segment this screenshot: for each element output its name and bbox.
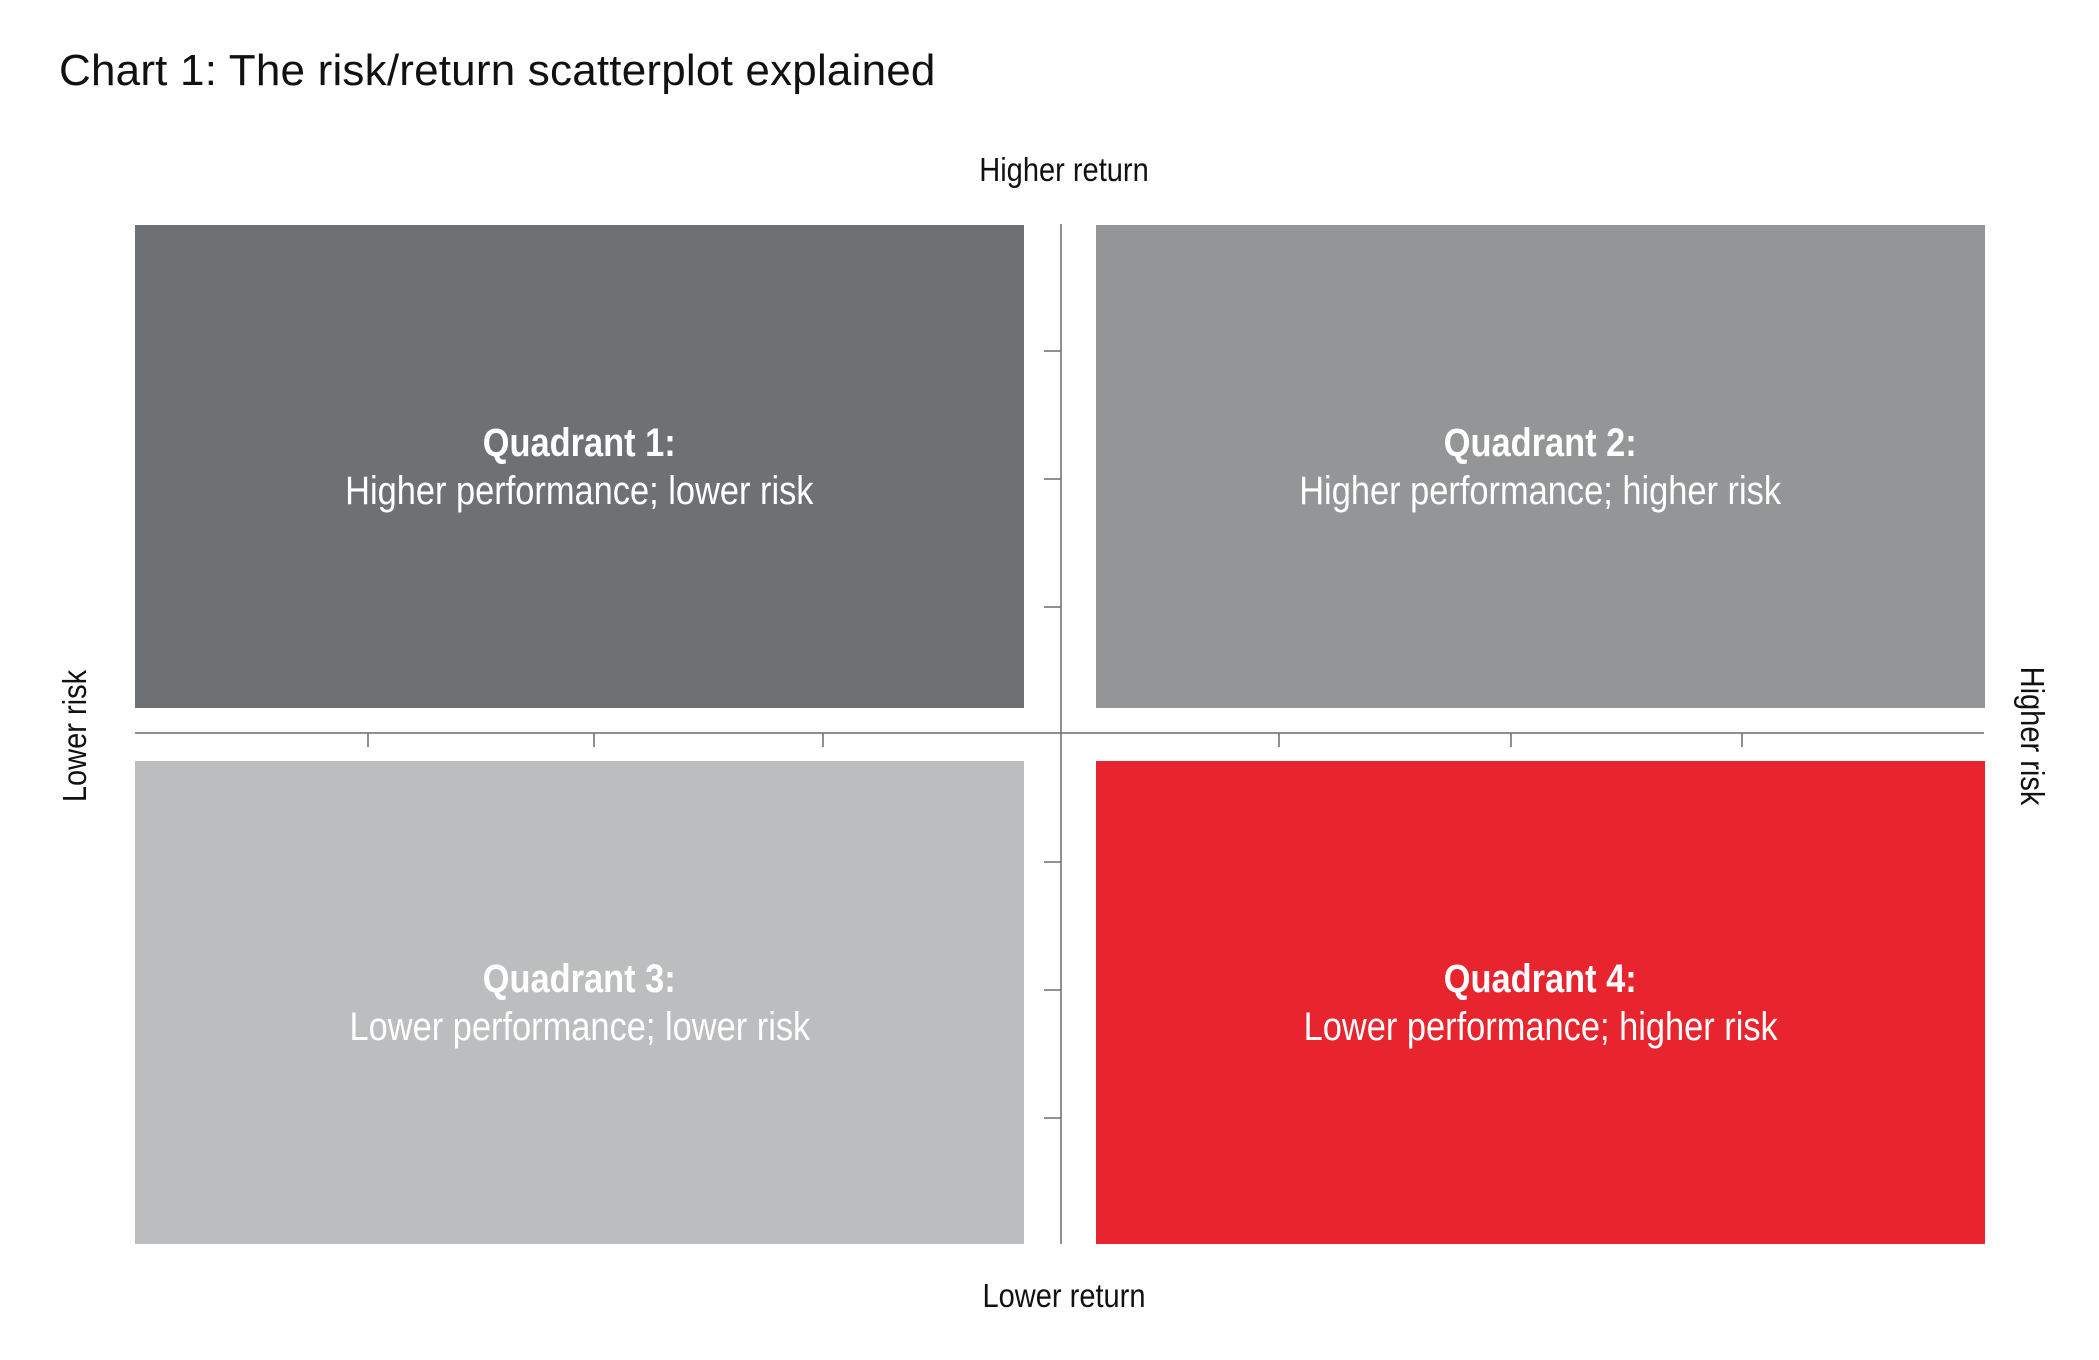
quadrant-2-title: Quadrant 2: xyxy=(1443,420,1638,465)
chart-title: Chart 1: The risk/return scatterplot exp… xyxy=(59,46,936,95)
quadrant-3: Quadrant 3: Lower performance; lower ris… xyxy=(135,761,1024,1244)
axis-label-lower-return: Lower return xyxy=(982,1277,1146,1314)
axis-label-higher-return: Higher return xyxy=(979,151,1149,188)
axis-ticks xyxy=(367,350,1743,1119)
quadrant-4: Quadrant 4: Lower performance; higher ri… xyxy=(1096,761,1985,1244)
quadrant-3-description: Lower performance; lower risk xyxy=(349,1004,810,1049)
quadrant-1: Quadrant 1: Higher performance; lower ri… xyxy=(135,225,1024,708)
quadrant-2: Quadrant 2: Higher performance; higher r… xyxy=(1096,225,1985,708)
quadrant-4-description: Lower performance; higher risk xyxy=(1303,1004,1778,1049)
quadrant-2-description: Higher performance; higher risk xyxy=(1299,468,1782,513)
quadrant-1-description: Higher performance; lower risk xyxy=(345,468,814,513)
quadrant-3-title: Quadrant 3: xyxy=(482,956,677,1001)
quadrant-4-title: Quadrant 4: xyxy=(1443,956,1638,1001)
quadrant-1-title: Quadrant 1: xyxy=(482,420,677,465)
